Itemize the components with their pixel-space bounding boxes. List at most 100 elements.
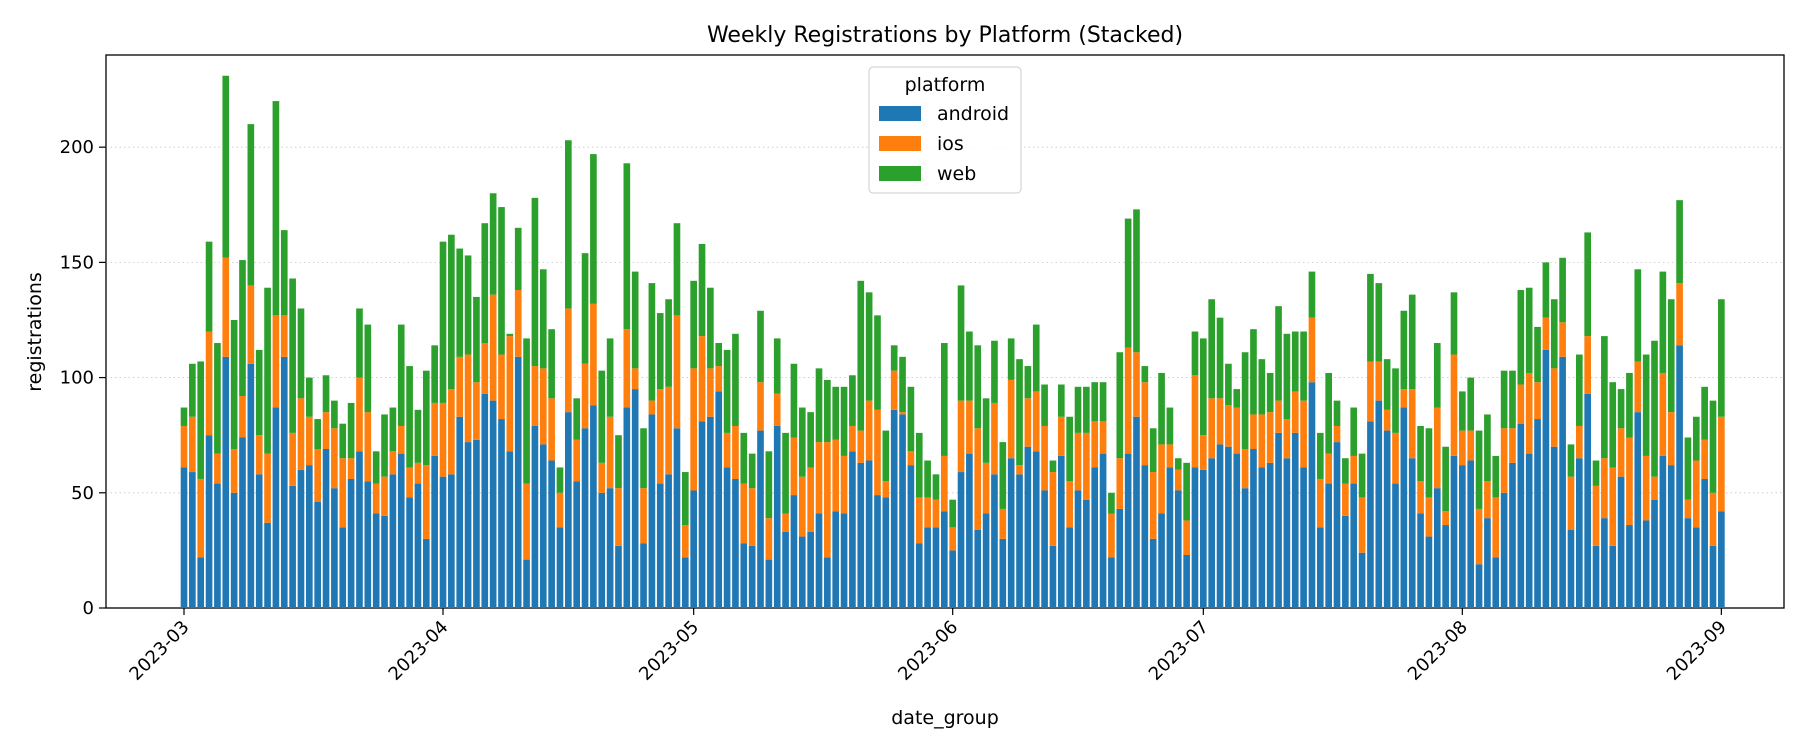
bar-web bbox=[1550, 299, 1558, 369]
bar-web bbox=[1450, 292, 1458, 355]
bar-web bbox=[782, 432, 789, 514]
bar-android bbox=[723, 467, 731, 608]
bar-ios bbox=[205, 331, 213, 436]
bar-web bbox=[1250, 329, 1257, 415]
bar-web bbox=[331, 400, 338, 429]
bar-ios bbox=[189, 416, 196, 473]
bar-android bbox=[1559, 356, 1566, 608]
bar-web bbox=[790, 363, 798, 438]
bar-android bbox=[1400, 407, 1408, 608]
x-axis-label: date_group bbox=[891, 707, 999, 729]
bar-android bbox=[1074, 490, 1082, 608]
bar-ios bbox=[1617, 428, 1625, 477]
bar-web bbox=[1099, 382, 1107, 422]
bar-web bbox=[974, 345, 982, 429]
bar-web bbox=[623, 163, 631, 330]
bar-web bbox=[598, 370, 606, 463]
y-tick-label: 150 bbox=[60, 252, 94, 273]
bar-web bbox=[865, 292, 873, 401]
bar-android bbox=[606, 488, 614, 608]
bar-android bbox=[932, 527, 940, 608]
bar-web bbox=[1500, 370, 1508, 429]
bar-android bbox=[189, 472, 196, 608]
bar-ios bbox=[356, 377, 363, 452]
bar-ios bbox=[381, 476, 388, 516]
bar-ios bbox=[1450, 354, 1458, 456]
legend-box bbox=[868, 66, 1022, 194]
bar-ios bbox=[481, 343, 489, 394]
bar-ios bbox=[890, 370, 898, 410]
bar-ios bbox=[347, 458, 355, 479]
bar-web bbox=[581, 253, 589, 364]
bar-web bbox=[907, 386, 915, 452]
bar-android bbox=[1149, 538, 1157, 609]
bar-ios bbox=[439, 402, 447, 477]
bar-ios bbox=[857, 430, 865, 463]
bar-ios bbox=[782, 513, 789, 532]
bar-ios bbox=[740, 483, 748, 544]
bar-ios bbox=[1216, 398, 1224, 445]
bar-android bbox=[1275, 432, 1282, 608]
bar-ios bbox=[573, 439, 581, 482]
bar-android bbox=[1099, 453, 1107, 608]
bar-web bbox=[606, 338, 614, 417]
bar-web bbox=[1057, 384, 1065, 417]
bar-android bbox=[197, 557, 205, 608]
bar-ios bbox=[648, 400, 656, 415]
bar-ios bbox=[1575, 425, 1583, 459]
bar-web bbox=[1358, 453, 1366, 498]
bar-web bbox=[740, 432, 748, 484]
bar-android bbox=[539, 444, 547, 608]
bar-ios bbox=[974, 428, 982, 530]
bar-android bbox=[1216, 444, 1224, 608]
bar-web bbox=[1083, 386, 1090, 433]
bar-ios bbox=[339, 458, 347, 528]
bar-android bbox=[1325, 483, 1332, 608]
bar-ios bbox=[1091, 421, 1099, 468]
bar-android bbox=[1333, 442, 1341, 608]
bar-ios bbox=[1283, 419, 1291, 459]
bar-web bbox=[941, 343, 948, 456]
bar-android bbox=[890, 409, 898, 608]
bar-android bbox=[715, 391, 723, 608]
bar-ios bbox=[757, 382, 764, 431]
bar-web bbox=[1517, 290, 1525, 385]
bar-ios bbox=[606, 416, 614, 489]
bar-web bbox=[882, 430, 890, 482]
bar-android bbox=[1492, 557, 1500, 608]
bar-ios bbox=[1559, 322, 1566, 357]
bar-android bbox=[331, 488, 338, 608]
bar-android bbox=[222, 356, 230, 608]
bar-web bbox=[890, 345, 898, 371]
bar-ios bbox=[280, 315, 288, 357]
bar-android bbox=[1250, 449, 1257, 608]
bar-web bbox=[306, 377, 313, 417]
bar-web bbox=[1091, 382, 1099, 422]
bar-ios bbox=[957, 400, 965, 473]
bar-android bbox=[514, 356, 522, 608]
bar-android bbox=[1567, 529, 1575, 608]
bar-android bbox=[748, 545, 756, 608]
bar-android bbox=[372, 513, 380, 608]
bar-android bbox=[924, 527, 931, 608]
bar-ios bbox=[397, 425, 405, 454]
bar-android bbox=[1032, 451, 1040, 608]
bar-android bbox=[1083, 499, 1090, 608]
bar-web bbox=[1049, 460, 1057, 473]
bar-web bbox=[1024, 366, 1032, 399]
bar-web bbox=[1433, 343, 1441, 408]
bar-web bbox=[932, 474, 940, 500]
bar-android bbox=[255, 474, 263, 608]
bar-ios bbox=[1718, 416, 1725, 512]
bar-ios bbox=[1492, 497, 1500, 558]
bar-web bbox=[498, 207, 505, 355]
bar-web bbox=[381, 414, 388, 477]
bar-ios bbox=[932, 499, 940, 528]
bar-ios bbox=[1659, 372, 1667, 456]
bar-web bbox=[1133, 209, 1140, 353]
bar-ios bbox=[498, 354, 505, 420]
bar-web bbox=[748, 453, 756, 489]
bar-android bbox=[1450, 455, 1458, 608]
bar-web bbox=[615, 435, 622, 489]
bar-android bbox=[707, 416, 714, 608]
